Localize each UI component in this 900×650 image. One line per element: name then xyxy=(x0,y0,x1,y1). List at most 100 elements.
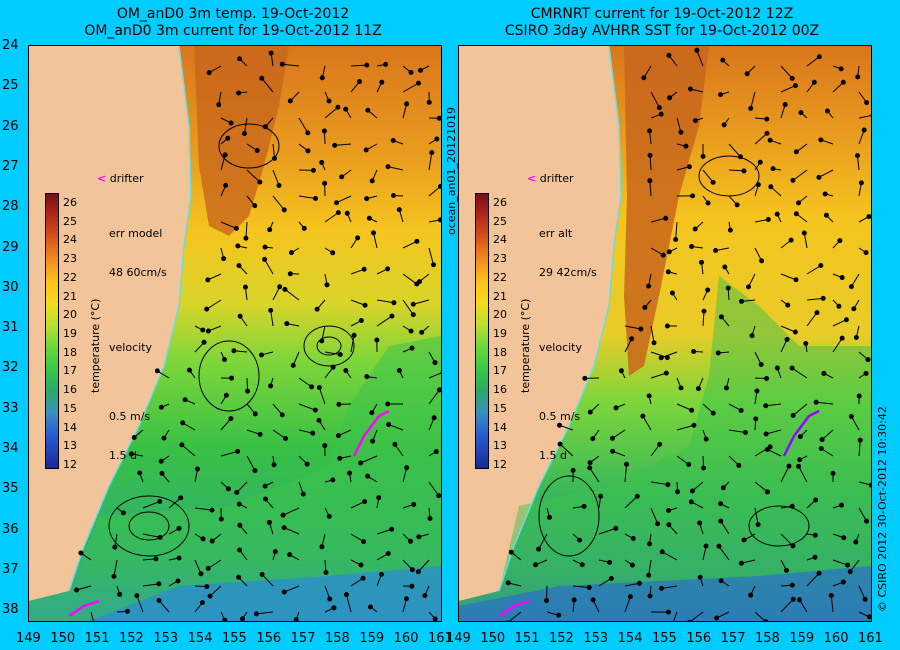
velocity-arrow-head xyxy=(369,410,375,416)
right-drifter-legend: < drifter xyxy=(527,172,574,185)
velocity-arrow-head xyxy=(718,578,724,584)
velocity-arrow-head xyxy=(821,370,827,376)
colorbar-tick-label: 23 xyxy=(493,252,507,266)
velocity-arrow xyxy=(675,221,678,240)
velocity-arrow xyxy=(272,429,286,439)
velocity-arrow xyxy=(754,507,759,525)
velocity-arrow-head xyxy=(741,537,747,543)
velocity-arrow-head xyxy=(233,225,239,231)
velocity-arrow xyxy=(321,325,326,341)
right-err-value: 29 42cm/s xyxy=(539,266,597,279)
velocity-arrow-head xyxy=(225,486,231,492)
velocity-arrow-head xyxy=(436,115,441,121)
velocity-arrow-head xyxy=(748,592,754,598)
colorbar-tick-label: 16 xyxy=(63,383,77,397)
colorbar-tick-label: 21 xyxy=(493,289,507,303)
lon-tick-label: 161 xyxy=(858,631,883,646)
velocity-arrow-head xyxy=(863,250,869,256)
velocity-arrow xyxy=(676,424,695,431)
velocity-arrow-head xyxy=(205,328,211,334)
drifter-track-south xyxy=(68,599,100,618)
velocity-arrow xyxy=(624,596,631,613)
velocity-arrow-head xyxy=(663,370,669,376)
velocity-arrow-head xyxy=(801,230,807,236)
velocity-arrow-head xyxy=(678,129,684,135)
velocity-arrow xyxy=(780,85,796,93)
lat-tick-label: 32 xyxy=(2,360,19,376)
velocity-arrow-head xyxy=(411,501,417,507)
velocity-arrow-head xyxy=(792,83,798,89)
velocity-arrow-head xyxy=(727,227,733,233)
velocity-arrow-head xyxy=(434,136,440,142)
velocity-arrow-head xyxy=(236,501,242,507)
velocity-arrow xyxy=(402,299,414,315)
velocity-arrow-head xyxy=(330,364,336,370)
velocity-arrow xyxy=(650,481,668,486)
velocity-arrow-head xyxy=(390,138,396,144)
velocity-arrow xyxy=(598,527,616,535)
velocity-arrow xyxy=(673,611,678,621)
velocity-arrow-head xyxy=(789,75,795,81)
colorbar-tick-label: 20 xyxy=(493,308,507,322)
left-colorbar-title: temperature (°C) xyxy=(89,298,102,393)
velocity-arrow-head xyxy=(698,259,704,265)
lon-tick-label: 159 xyxy=(359,631,385,646)
left-map-svg xyxy=(29,46,441,621)
velocity-arrow-head xyxy=(864,100,870,106)
lat-tick-label: 33 xyxy=(2,400,19,416)
velocity-arrow-head xyxy=(789,582,795,588)
velocity-arrow-head xyxy=(667,95,673,101)
velocity-arrow-head xyxy=(816,54,822,60)
velocity-arrow-head xyxy=(718,518,724,524)
velocity-arrow-head xyxy=(305,148,311,154)
velocity-arrow-head xyxy=(590,597,596,603)
velocity-arrow-head xyxy=(618,368,624,374)
velocity-arrow-head xyxy=(370,438,376,444)
velocity-arrow xyxy=(284,288,300,301)
velocity-arrow-head xyxy=(716,543,722,549)
velocity-arrow-head xyxy=(179,442,185,448)
velocity-arrow-head xyxy=(634,493,640,499)
velocity-arrow xyxy=(402,273,418,285)
velocity-arrow-head xyxy=(863,370,869,376)
colorbar-tick-label: 18 xyxy=(63,345,77,359)
lon-tick-label: 151 xyxy=(84,631,110,646)
velocity-arrow-head xyxy=(326,98,332,104)
velocity-arrow-head xyxy=(755,182,761,188)
lat-tick-label: 37 xyxy=(2,561,19,577)
velocity-arrow-head xyxy=(427,516,433,522)
velocity-arrow-head xyxy=(319,75,325,81)
green-water xyxy=(29,336,441,621)
velocity-arrow xyxy=(816,401,834,405)
velocity-arrow-head xyxy=(322,180,328,186)
velocity-arrow-head xyxy=(290,362,296,368)
right-drifter-label: drifter xyxy=(539,172,574,185)
velocity-arrow-head xyxy=(691,422,697,428)
velocity-arrow-head xyxy=(223,182,229,188)
velocity-arrow xyxy=(220,221,237,229)
velocity-arrow xyxy=(830,595,834,613)
velocity-arrow-head xyxy=(277,284,283,290)
velocity-arrow-head xyxy=(557,441,563,447)
velocity-arrow-head xyxy=(335,104,341,110)
velocity-arrow-head xyxy=(360,575,366,581)
colorbar-tick-label: 13 xyxy=(63,439,77,453)
colorbar-tick-label: 16 xyxy=(493,383,507,397)
lon-tick-label: 156 xyxy=(256,631,282,646)
velocity-arrow xyxy=(832,337,843,353)
velocity-arrow-head xyxy=(816,570,822,576)
velocity-arrow xyxy=(428,372,441,379)
velocity-arrow-head xyxy=(683,143,689,149)
velocity-arrow-head xyxy=(209,507,215,513)
velocity-arrow-head xyxy=(180,420,186,426)
velocity-arrow xyxy=(850,416,860,431)
lon-tick-label: 156 xyxy=(686,631,712,646)
velocity-arrow xyxy=(803,232,808,249)
velocity-arrow-head xyxy=(221,256,227,262)
drifter-track xyxy=(782,409,820,457)
velocity-arrow-head xyxy=(310,430,316,436)
velocity-arrow-head xyxy=(582,375,588,381)
velocity-arrow-head xyxy=(287,271,293,277)
velocity-arrow-head xyxy=(74,587,80,593)
velocity-arrow-head xyxy=(675,489,681,495)
